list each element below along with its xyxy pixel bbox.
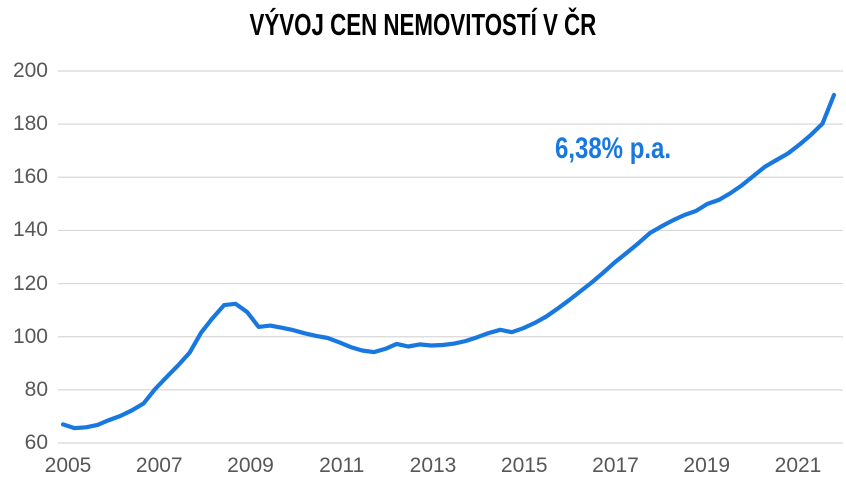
chart-title: VÝVOJ CEN NEMOVITOSTÍ V ČR (0, 8, 846, 42)
y-tick-label: 160 (12, 165, 48, 189)
growth-rate-annotation: 6,38% p.a. (540, 132, 685, 166)
y-tick-label: 140 (12, 218, 48, 242)
y-tick-label: 180 (12, 112, 48, 136)
y-tick-label: 80 (24, 377, 48, 401)
y-tick-label: 120 (12, 271, 48, 295)
x-tick-label: 2007 (135, 454, 183, 477)
x-tick-label: 2005 (44, 454, 92, 477)
growth-rate-text: 6,38% p.a. (554, 132, 672, 165)
x-tick-label: 2011 (319, 454, 365, 477)
x-tick-label: 2015 (500, 454, 548, 477)
gridlines (58, 70, 843, 444)
x-tick-label: 2009 (227, 454, 274, 477)
chart-title-text: VÝVOJ CEN NEMOVITOSTÍ V ČR (249, 7, 597, 42)
y-tick-label: 100 (12, 324, 48, 348)
x-tick-label: 2019 (683, 454, 731, 477)
y-tick-label: 200 (12, 59, 48, 82)
price-line-series (60, 92, 837, 431)
x-tick-label: 2013 (409, 454, 457, 477)
x-tick-label: 2017 (592, 454, 639, 477)
x-tick-label: 2021 (774, 454, 822, 477)
y-tick-label: 60 (24, 431, 48, 454)
